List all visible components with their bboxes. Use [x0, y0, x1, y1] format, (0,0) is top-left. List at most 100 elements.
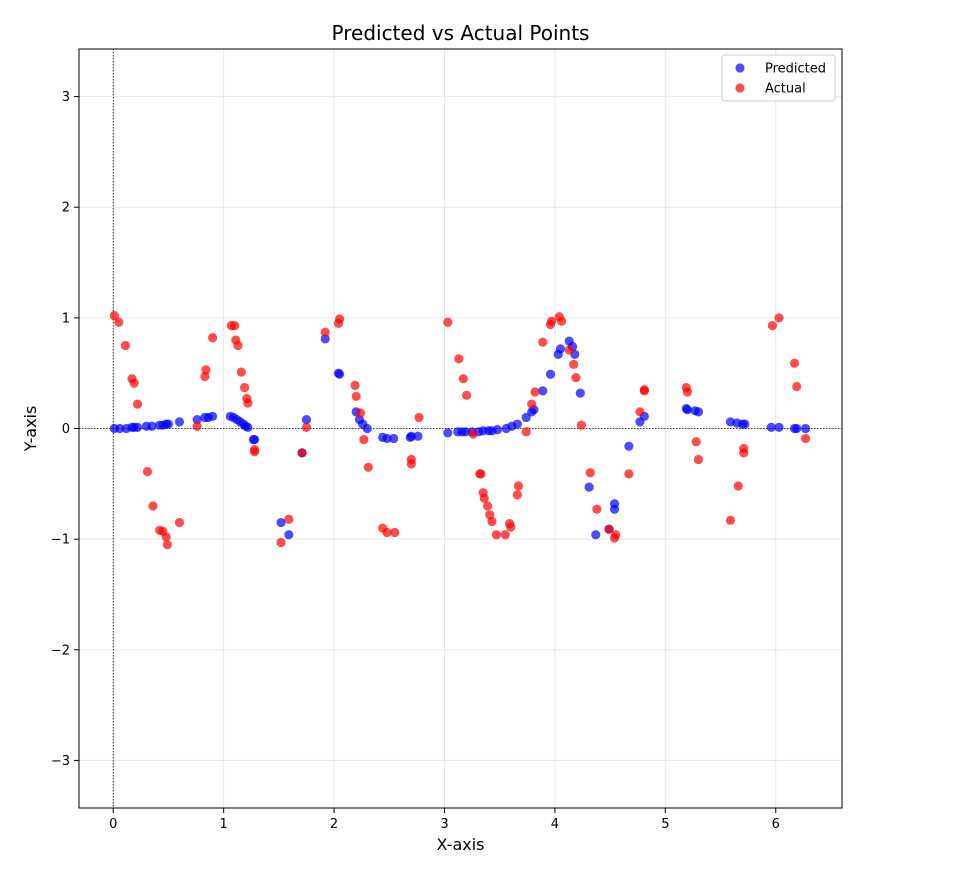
point-actual	[276, 537, 286, 548]
point-actual	[192, 421, 202, 431]
point-actual	[585, 468, 595, 478]
point-actual	[350, 380, 360, 390]
y-tick-label: −3	[51, 754, 70, 769]
point-actual	[161, 532, 171, 542]
point-actual	[513, 481, 524, 491]
y-tick-label: −2	[51, 643, 70, 658]
point-actual	[576, 420, 587, 430]
point-actual	[162, 540, 172, 550]
point-actual	[556, 316, 567, 326]
point-predicted	[766, 422, 776, 432]
point-actual	[774, 313, 784, 323]
point-actual	[236, 367, 246, 377]
point-actual	[284, 514, 294, 524]
y-tick-label: −1	[51, 533, 70, 548]
point-predicted	[320, 334, 330, 344]
point-actual	[530, 387, 540, 397]
point-predicted	[284, 530, 294, 540]
point-predicted	[276, 517, 286, 528]
point-actual	[527, 399, 537, 409]
point-actual	[476, 469, 486, 479]
point-predicted	[792, 423, 802, 434]
point-actual	[506, 522, 516, 532]
x-tick-label: 4	[551, 817, 559, 832]
y-tick-label: 1	[62, 311, 70, 326]
point-predicted	[682, 405, 693, 415]
point-predicted	[774, 422, 784, 432]
point-actual	[109, 311, 119, 321]
x-tick-label: 0	[109, 817, 117, 832]
point-predicted	[740, 419, 750, 429]
point-predicted	[147, 421, 157, 431]
point-predicted	[249, 434, 260, 445]
point-actual	[792, 381, 802, 392]
point-predicted	[163, 419, 174, 429]
point-actual	[512, 490, 522, 500]
y-tick-label: 3	[62, 90, 70, 105]
point-actual	[148, 501, 158, 511]
point-actual	[334, 314, 345, 324]
x-tick-label: 3	[440, 817, 448, 832]
point-actual	[201, 365, 211, 375]
point-actual	[240, 382, 250, 393]
point-predicted	[192, 415, 202, 425]
point-actual	[414, 412, 424, 423]
point-actual	[624, 469, 634, 479]
point-actual	[569, 359, 579, 369]
point-actual	[487, 516, 497, 527]
point-actual	[297, 448, 307, 458]
point-actual	[382, 527, 392, 538]
point-predicted	[591, 530, 601, 540]
point-actual	[355, 408, 366, 418]
x-tick-label: 1	[220, 817, 228, 832]
point-predicted	[174, 417, 185, 427]
point-predicted	[334, 369, 345, 379]
point-predicted	[575, 388, 585, 398]
point-predicted	[382, 433, 392, 444]
point-actual	[132, 399, 143, 409]
point-predicted	[624, 441, 634, 451]
axis-ticks: 0 1 2 3 4 5 6 −3 −2 −1 0 1 2 3	[51, 90, 780, 832]
point-predicted	[512, 419, 522, 429]
legend: Predicted Actual	[721, 54, 836, 102]
legend-box	[721, 54, 836, 102]
point-predicted	[389, 433, 399, 444]
y-axis-label: Y-axis	[21, 406, 40, 453]
y-tick-label: 2	[62, 201, 70, 216]
point-actual	[243, 398, 253, 408]
point-predicted	[460, 427, 471, 437]
point-predicted	[545, 369, 556, 379]
data-points	[109, 311, 811, 550]
legend-label-actual: Actual	[765, 82, 806, 97]
x-tick-label: 5	[661, 817, 669, 832]
point-actual	[693, 454, 704, 465]
x-tick-label: 2	[330, 817, 338, 832]
x-tick-label: 6	[772, 817, 780, 832]
point-predicted	[208, 411, 218, 421]
point-actual	[406, 459, 416, 469]
series-actual	[109, 311, 811, 550]
point-actual	[120, 340, 130, 351]
point-predicted	[115, 423, 125, 434]
point-actual	[461, 390, 472, 400]
legend-marker-actual	[735, 83, 745, 93]
legend-label-predicted: Predicted	[765, 62, 826, 77]
point-predicted	[538, 386, 548, 396]
point-actual	[301, 422, 312, 432]
point-predicted	[492, 425, 503, 435]
x-axis-label: X-axis	[437, 835, 485, 854]
point-actual	[691, 437, 701, 447]
point-actual	[114, 317, 124, 327]
point-actual	[767, 321, 778, 331]
point-actual	[611, 530, 621, 540]
point-actual	[789, 358, 800, 368]
point-actual	[129, 378, 139, 388]
point-predicted	[584, 482, 594, 492]
point-predicted	[693, 407, 704, 417]
point-actual	[249, 447, 260, 457]
point-actual	[230, 321, 240, 331]
point-predicted	[609, 504, 620, 514]
point-actual	[571, 373, 581, 383]
point-predicted	[132, 422, 143, 432]
